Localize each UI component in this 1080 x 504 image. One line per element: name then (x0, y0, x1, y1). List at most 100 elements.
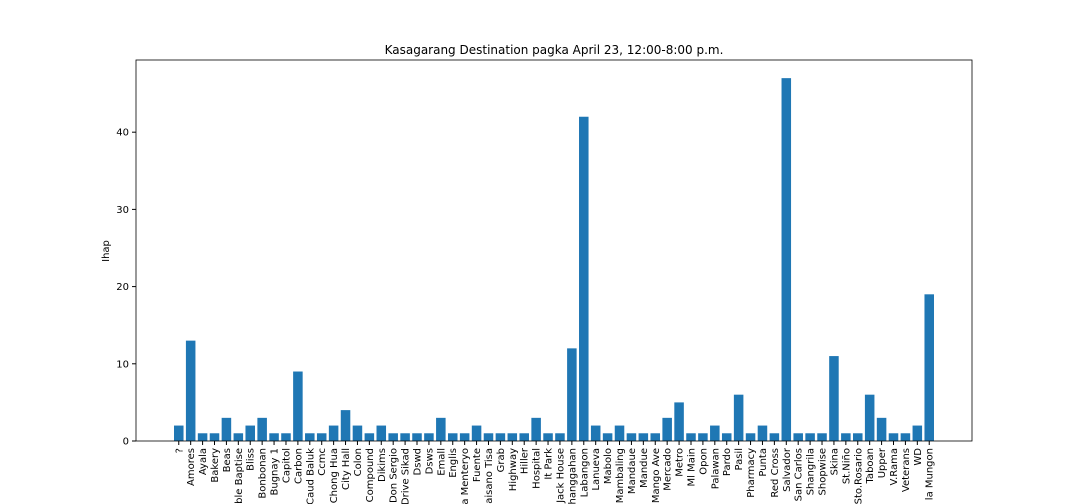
bar (293, 371, 303, 441)
x-tick-label: Lanueva (591, 448, 602, 491)
plot-frame (135, 59, 973, 442)
bar (781, 78, 792, 442)
x-tick-label: Veterans (901, 448, 912, 492)
x-tick-label: la Mungon (925, 448, 936, 500)
bar (793, 433, 803, 441)
bar (650, 433, 661, 441)
bar (376, 425, 387, 441)
x-tick-label: It Park (544, 448, 555, 480)
bar (579, 116, 589, 441)
bar (841, 433, 851, 441)
bar (424, 433, 434, 441)
x-tick-label: Caud Baluk (305, 448, 316, 504)
x-tick-label: Metro (675, 448, 686, 477)
x-tick-label: Carbon (293, 448, 304, 484)
x-tick-label: Beas (222, 448, 233, 472)
bar (305, 433, 315, 441)
x-tick-label: Hospital (532, 448, 543, 489)
bar (531, 417, 541, 441)
bar (852, 433, 863, 441)
bar (721, 433, 732, 441)
bar (864, 394, 875, 441)
bar (269, 433, 279, 441)
x-tick-label: Fuente (472, 448, 483, 482)
x-tick-label: Taboan (865, 448, 876, 485)
x-tick-label: ble Baptise (234, 448, 245, 504)
x-tick-label: Emall (436, 448, 447, 476)
bar (233, 433, 244, 441)
x-tick-label: ? (174, 448, 185, 453)
x-tick-label: Highway (508, 448, 519, 491)
y-axis-label: Ihap (101, 240, 112, 262)
bar (876, 417, 887, 441)
bar (221, 417, 232, 441)
bar (507, 433, 518, 441)
x-tick-label: Mambaling (615, 448, 626, 503)
x-tick-label: Englis (448, 448, 459, 478)
bar (197, 433, 208, 441)
bar (710, 425, 720, 441)
y-tick-label: 0 (123, 437, 129, 448)
x-tick-label: San Carlos (794, 448, 805, 501)
x-tick-label: Mercado (663, 448, 674, 491)
x-tick-label: Ml Main (686, 448, 697, 486)
x-tick-label: Pardo (722, 448, 733, 476)
bar (412, 433, 422, 441)
bar (483, 433, 494, 441)
x-tick-label: Dikims (377, 448, 388, 482)
bar (805, 433, 815, 441)
x-tick-label: Mango Ave (651, 448, 662, 503)
bar (817, 433, 827, 441)
bar (638, 433, 649, 441)
x-tick-label: Salvador (782, 447, 793, 492)
bar (769, 433, 780, 441)
x-tick-label: Palawan (710, 448, 721, 489)
bar (626, 433, 637, 441)
x-tick-label: City Hall (341, 448, 352, 490)
bar (245, 425, 256, 441)
x-tick-label: Bugnay 1 (270, 448, 281, 495)
x-tick-label: Opon (698, 448, 709, 475)
x-tick-label: St.Niño (841, 448, 852, 484)
bar (340, 410, 351, 441)
bar (495, 433, 506, 441)
bar (888, 433, 899, 441)
x-tick-label: Punta (758, 448, 769, 477)
bar (352, 425, 363, 441)
x-tick-label: Bonbonan (258, 448, 269, 499)
bar (257, 417, 267, 441)
bar (400, 433, 410, 441)
bar (543, 433, 553, 441)
x-tick-label: Ayala (198, 448, 209, 475)
x-tick-label: WD (913, 448, 924, 466)
y-tick-label: 10 (116, 359, 129, 370)
x-tick-label: Upper (877, 447, 888, 478)
x-tick-label: aisano Tisa (484, 448, 495, 504)
y-tick-label: 30 (116, 205, 129, 216)
x-tick-label: Grab (496, 448, 507, 472)
x-tick-label: Pharmacy (746, 448, 757, 498)
x-tick-label: Jack House (555, 448, 566, 504)
bar (328, 425, 339, 441)
bar (388, 433, 398, 441)
x-tick-label: Ccmc (317, 448, 328, 476)
bar (590, 425, 601, 441)
bar (686, 433, 696, 441)
bar (602, 433, 613, 441)
x-tick-label: Bakery (210, 448, 221, 483)
x-tick-label: Sto.Rosario (853, 448, 864, 504)
x-tick-label: Mandaue (627, 448, 638, 494)
bar (174, 425, 184, 441)
bar (316, 433, 327, 441)
x-tick-label: Dsws (424, 448, 435, 474)
bar (519, 433, 529, 441)
x-tick-label: Bliss (246, 448, 257, 471)
bar (471, 425, 482, 441)
x-tick-label: Mabolo (603, 448, 614, 484)
bar (209, 433, 220, 441)
bar (555, 433, 565, 441)
bar (614, 425, 625, 441)
x-tick-label: Dswd (413, 448, 424, 475)
x-tick-label: Shopwise (818, 448, 829, 495)
bar (459, 433, 470, 441)
